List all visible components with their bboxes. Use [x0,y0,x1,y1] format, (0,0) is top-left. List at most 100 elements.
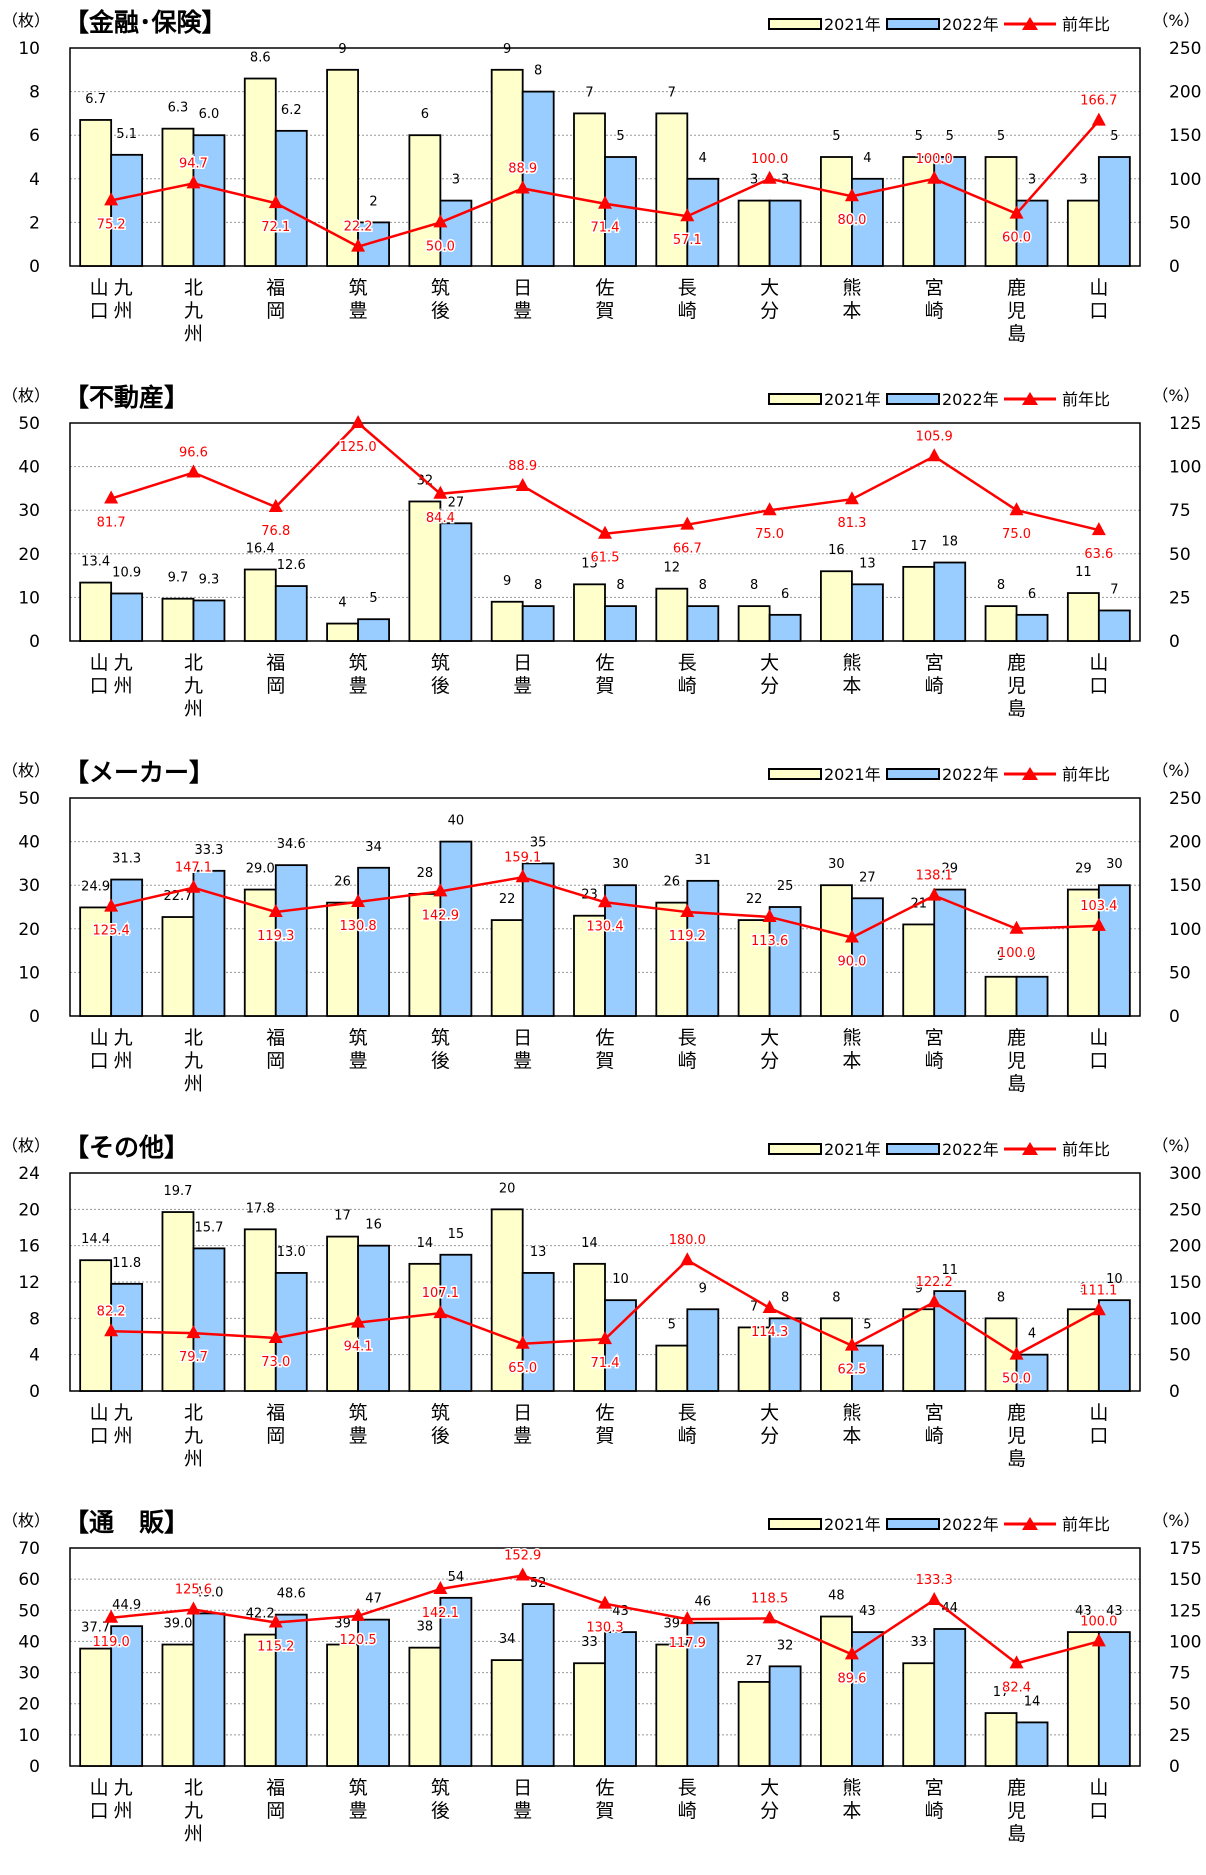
category-char: 北 [184,1402,203,1424]
yoy-marker [927,1294,942,1308]
category-label: 筑後 [431,1402,450,1447]
bar-2021 [243,1633,277,1767]
category-char: 後 [431,675,450,697]
y-tick-label: 4 [29,1346,40,1366]
bar-label-2021: 17 [334,1209,351,1224]
bar-2022 [357,1618,390,1767]
bar-label-2021: 17.8 [246,1201,275,1216]
y2-axis-unit: （%） [1152,1511,1199,1530]
y2-tick-label: 150 [1169,1570,1201,1590]
category-char: 佐 [595,652,614,674]
bar-2021 [655,1344,689,1392]
bar-label-2022: 6 [781,587,789,602]
category-char: 山 [90,652,109,674]
bar-label-2021: 7 [668,85,676,100]
yoy-label: 125.6 [175,1583,212,1598]
yoy-label: 76.8 [261,524,290,539]
yoy-marker [1009,1346,1024,1360]
yoy-label: 122.2 [916,1275,953,1290]
yoy-label: 75.0 [1002,527,1031,542]
category-label: 長崎 [678,277,697,322]
yoy-label: 130.4 [586,919,623,934]
y-tick-label: 40 [18,458,40,478]
yoy-marker [433,1580,448,1594]
category-char: 筑 [431,1777,450,1799]
bar-2022 [192,599,226,642]
yoy-label: 100.0 [916,152,953,167]
category-char: 福 [266,652,285,674]
chart-panel-3: （枚） 【メーカー】 （%） 2021年 2022年 前年比 0 10 20 30 40 50 0 50 1… [2,758,1201,1095]
category-label: 宮崎 [925,1402,944,1447]
yoy-label: 82.4 [1002,1680,1031,1695]
category-char: 長 [678,1402,697,1424]
yoy-marker [762,908,777,922]
category-label: 熊本 [842,1027,861,1072]
bar-label-2022: 5 [1110,129,1118,144]
bar-label-2021: 14.4 [81,1232,110,1247]
category-char: 佐 [595,1402,614,1424]
category-char: 島 [1007,323,1026,345]
category-char: 口 [90,675,109,697]
category-label: 福岡 [266,652,285,697]
bar-label-2022: 30 [1106,857,1123,872]
yoy-label: 147.1 [175,861,212,876]
category-char: 口 [90,300,109,322]
y-axis-unit: （枚） [2,1136,50,1155]
bar-2021 [1066,199,1100,267]
category-char: 熊 [842,277,861,299]
yoy-label: 125.0 [339,440,376,455]
bar-2022 [357,866,390,1017]
yoy-marker [351,238,366,252]
y-tick-label: 0 [29,257,40,277]
category-label: 北九州 [184,652,203,720]
category-char: 宮 [925,1402,944,1424]
category-char: 豊 [513,300,532,322]
category-char: 筑 [349,1027,368,1049]
category-char: 山 [90,1027,109,1049]
bar-label-2022: 47 [365,1592,382,1607]
bar-2021 [326,622,359,642]
category-label: 日豊 [513,1027,532,1072]
bar-label-2021: 11 [1075,565,1092,580]
legend-label-2021: 2021年 [824,1515,881,1534]
bar-2022 [933,156,967,267]
legend: 2021年 2022年 前年比 [768,765,1110,784]
bar-label-2022: 4 [1028,1327,1036,1342]
legend-label-2022: 2022年 [942,1140,999,1159]
bar-2021 [984,156,1018,267]
category-label: 筑後 [431,652,450,697]
yoy-marker [762,1610,777,1624]
category-char: 長 [678,652,697,674]
category-label: 長崎 [678,1402,697,1447]
category-label: 佐賀 [595,652,614,697]
legend-swatch-2021 [768,1143,822,1155]
bar-2021 [1066,1308,1100,1392]
bar-label-2021: 9 [915,1281,923,1296]
category-label: 鹿児島 [1007,277,1026,345]
bar-2022 [1097,1631,1131,1767]
legend-swatch-2022 [886,393,940,405]
bar-2022 [357,618,390,642]
bar-2021 [243,568,277,642]
yoy-marker [186,464,201,478]
bar-2022 [274,1613,308,1767]
bar-2021 [820,570,853,642]
bar-2022 [686,879,720,1017]
bar-label-2022: 12.6 [277,558,306,573]
bar-2022 [439,1596,473,1767]
category-char: 口 [1089,1050,1108,1072]
yoy-marker [104,898,119,912]
bar-2021 [902,1308,936,1392]
category-label: 大分 [760,652,779,697]
category-char: 岡 [266,300,285,322]
bar-label-2022: 5 [946,129,954,144]
y2-tick-label: 0 [1169,632,1180,652]
category-char: 州 [114,1425,133,1447]
bar-label-2021: 13.4 [81,555,110,570]
bar-2021 [902,565,936,642]
yoy-marker [1091,1633,1106,1647]
bar-label-2021: 9 [1079,1281,1087,1296]
bar-label-2021: 29 [1075,862,1092,877]
category-char: 熊 [842,1402,861,1424]
bar-label-2021: 8 [997,578,1005,593]
